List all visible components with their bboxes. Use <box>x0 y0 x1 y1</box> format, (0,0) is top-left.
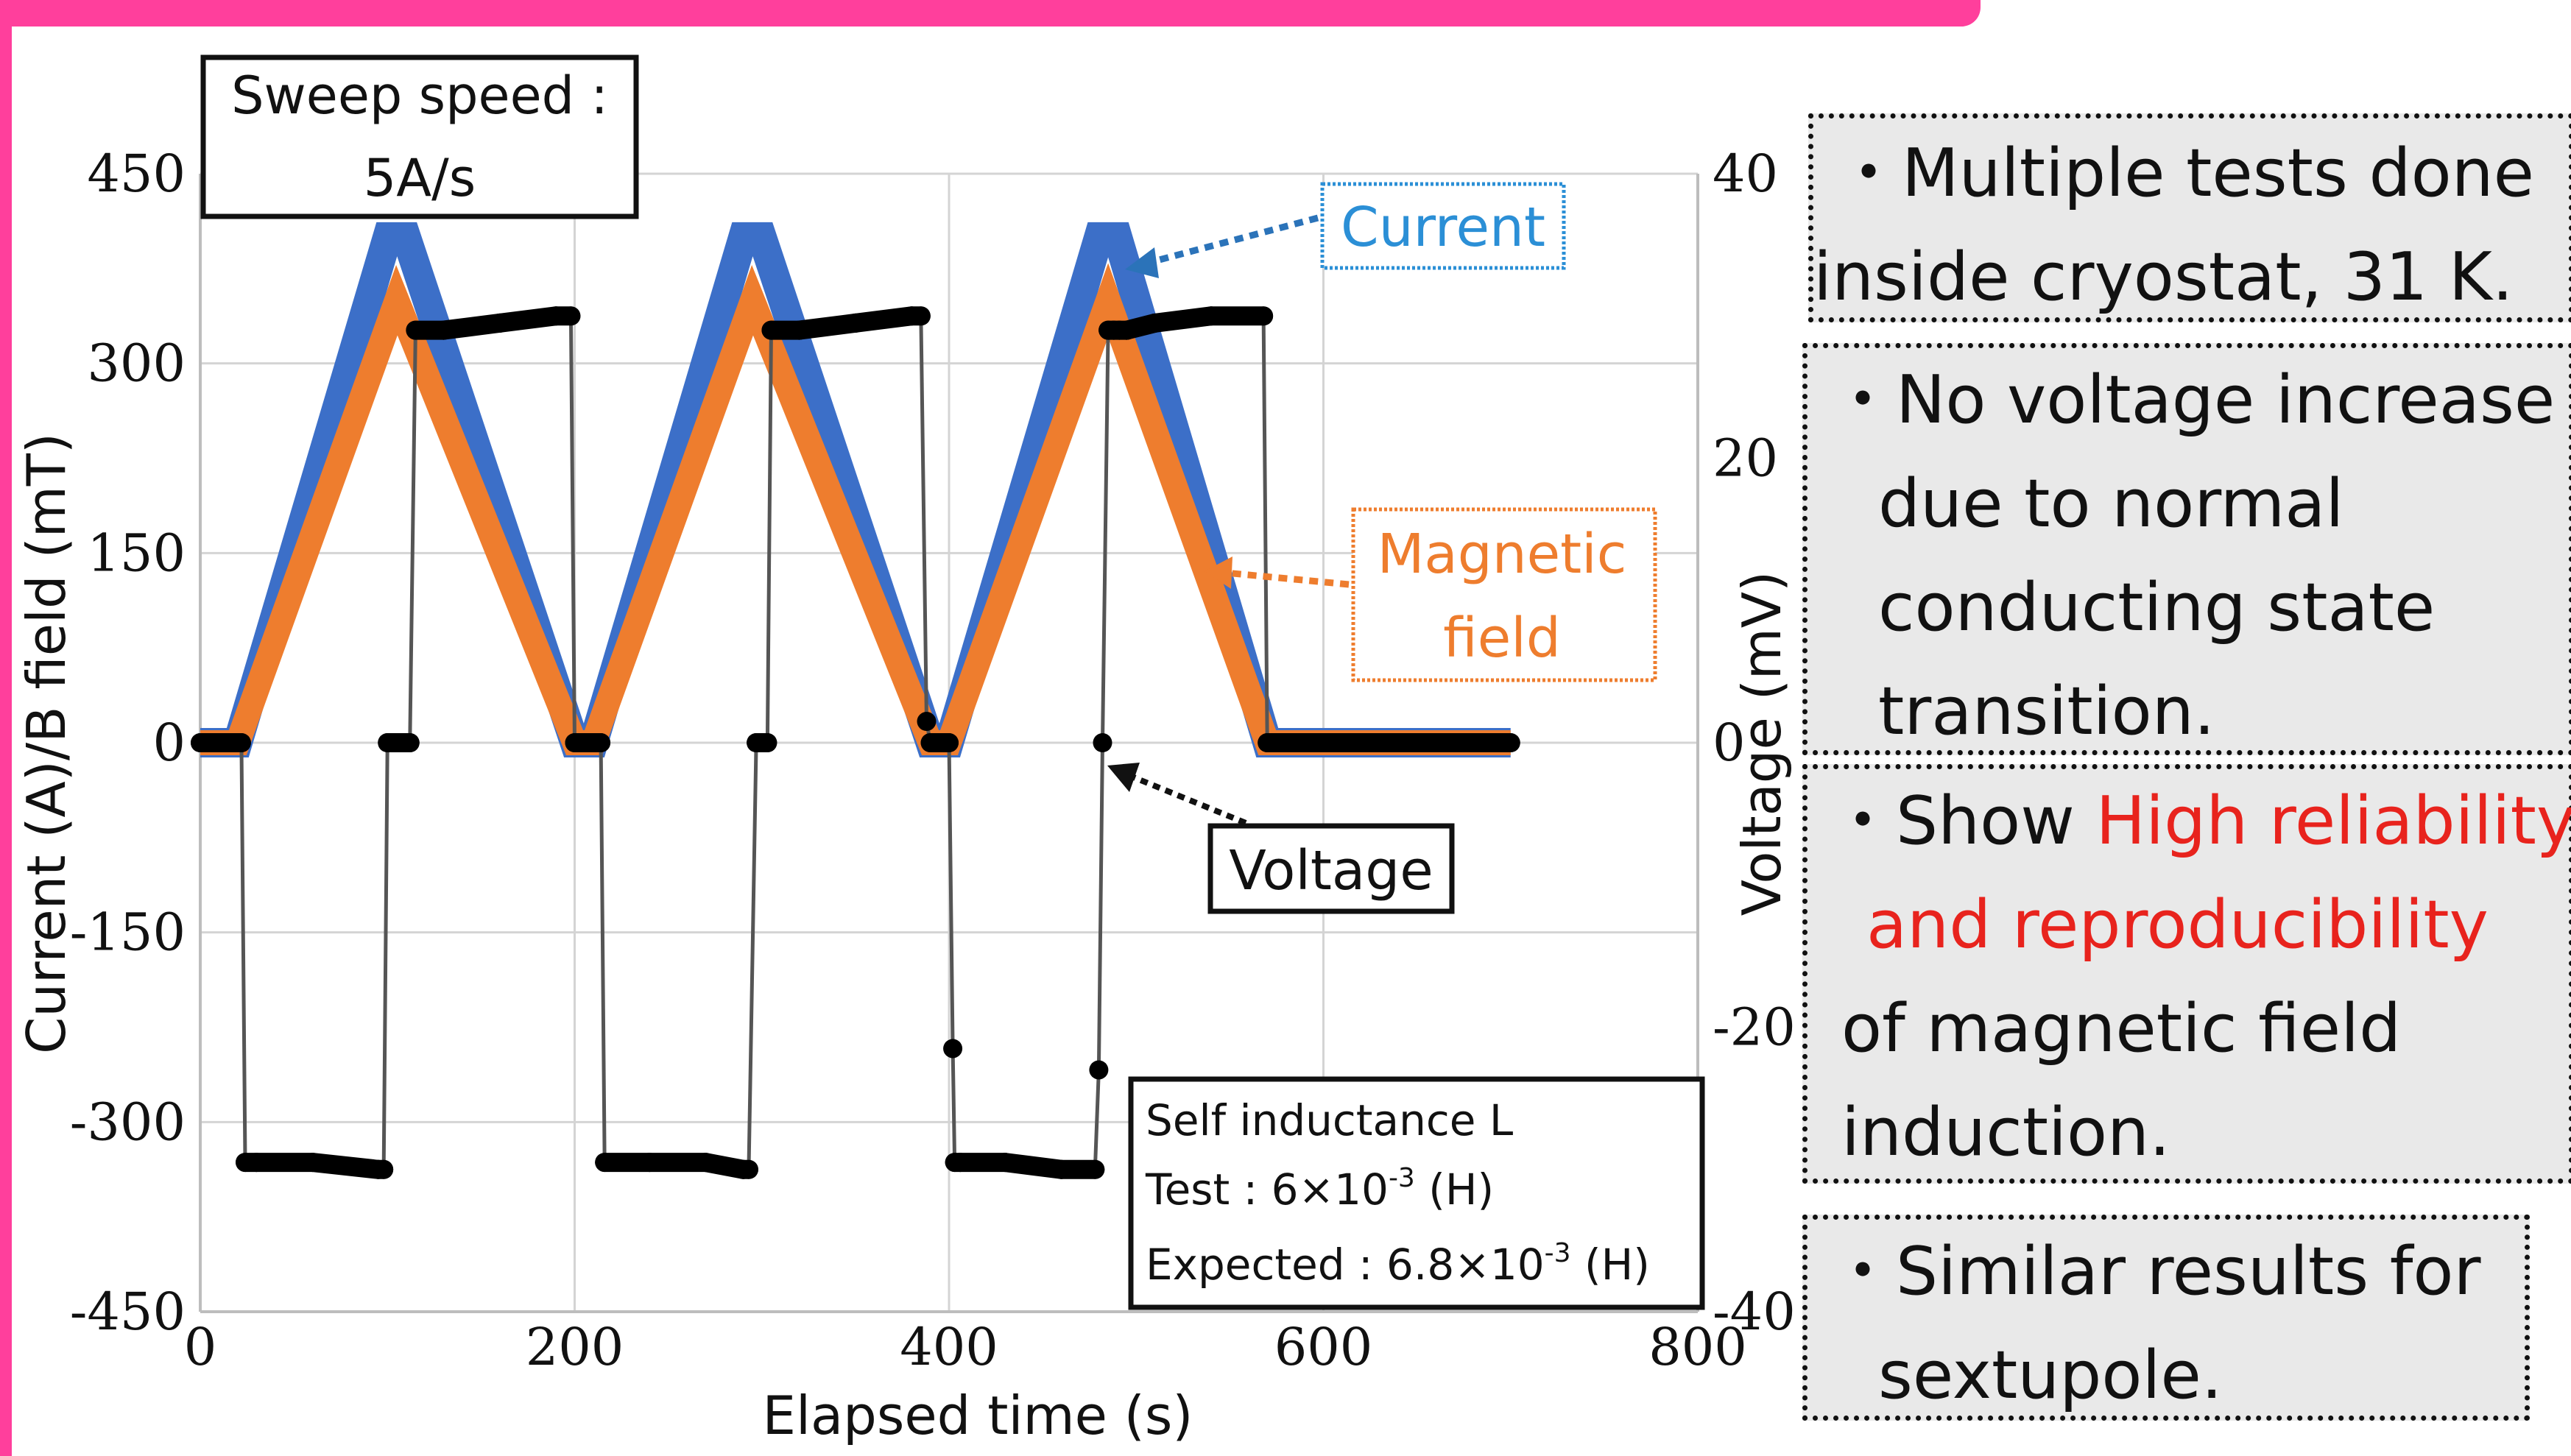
voltage-point <box>1089 1060 1109 1080</box>
y-left-tick-label-3: 0 <box>152 713 186 773</box>
y-left-tick-label-1: 300 <box>87 333 186 394</box>
current-series-line <box>200 222 1511 757</box>
x-tick-label-1: 200 <box>526 1317 624 1377</box>
plot-area <box>191 222 1520 1179</box>
magnetic-field-series-line <box>200 263 1511 755</box>
inductance-box: Self inductance L Test : 6×10-3 (H) Expe… <box>1128 1076 1705 1310</box>
sweep-speed-line2: 5A/s <box>364 148 476 208</box>
x-tick-label-2: 400 <box>900 1317 998 1377</box>
x-tick-label-3: 600 <box>1274 1317 1373 1377</box>
callout-voltage: Voltage <box>1107 763 1455 914</box>
note3-highlight-1: High reliability <box>2095 782 2571 860</box>
note-no-voltage-increase: ・No voltage increase due to normal condu… <box>1802 343 2571 755</box>
note2-line1: ・No voltage increase <box>1830 361 2556 439</box>
inductance-title: Self inductance L <box>1146 1095 1513 1145</box>
y-right-tick-label-3: -20 <box>1713 997 1796 1058</box>
y-axis-right-label: Voltage (mV) <box>1731 571 1793 916</box>
callout-current-label: Current <box>1341 196 1545 259</box>
note1-line1: ・Multiple tests done <box>1835 135 2535 212</box>
chart-svg: 0 200 400 600 8004503001500-150-300-45040200… <box>15 54 1796 1446</box>
y-left-tick-label-0: 450 <box>87 144 186 204</box>
y-right-tick-label-1: 20 <box>1713 428 1778 489</box>
inductance-expected: Expected : 6.8×10-3 (H) <box>1146 1238 1650 1290</box>
note-sextupole: ・Similar results for sextupole. <box>1802 1215 2530 1421</box>
note2-line3: conducting state <box>1878 569 2436 646</box>
sweep-speed-box: Sweep speed : 5A/s <box>200 54 639 219</box>
y-right-tick-label-2: 0 <box>1713 713 1746 773</box>
callout-voltage-label: Voltage <box>1229 839 1433 902</box>
sweep-speed-line1: Sweep speed : <box>231 66 608 126</box>
note2-line2: due to normal <box>1878 465 2344 543</box>
note1-line2: inside cryostat, 31 K. <box>1813 238 2514 316</box>
tick-labels: 0 200 400 600 8004503001500-150-300-45040200… <box>70 144 1796 1377</box>
callout-current: Current <box>1125 182 1566 278</box>
left-border <box>0 0 12 1456</box>
y-right-tick-label-0: 40 <box>1713 144 1778 204</box>
x-axis-label: Elapsed time (s) <box>763 1385 1193 1446</box>
note3-line3: of magnetic field <box>1841 990 2402 1067</box>
voltage-point <box>1093 733 1112 752</box>
top-banner <box>0 0 1981 26</box>
x-tick-label-0: 0 <box>184 1317 217 1377</box>
note3-highlight-2: and reproducibility <box>1866 886 2489 964</box>
y-left-tick-label-5: -300 <box>70 1092 186 1152</box>
y-left-tick-label-6: -450 <box>70 1282 186 1342</box>
y-right-tick-label-4: -40 <box>1713 1282 1796 1342</box>
voltage-segment <box>303 1153 388 1179</box>
inductance-test: Test : 6×10-3 (H) <box>1145 1163 1494 1215</box>
y-axis-left-label: Current (A)/B field (mT) <box>15 433 77 1054</box>
callout-field-label: Magnetic <box>1378 523 1627 586</box>
note4-line2: sextupole. <box>1878 1337 2223 1414</box>
note3-line4: induction. <box>1841 1094 2170 1171</box>
note-multiple-tests: ・Multiple tests done inside cryostat, 31… <box>1808 113 2571 322</box>
note3-line1: ・Show High reliability <box>1808 769 2571 873</box>
note4-line1: ・Similar results for <box>1830 1233 2481 1310</box>
note-reliability: ・Show High reliability and reproducibili… <box>1802 764 2571 1184</box>
y-left-tick-label-4: -150 <box>70 902 186 963</box>
note2-line4: transition. <box>1878 673 2215 750</box>
callout-field-label-2: field <box>1443 607 1561 670</box>
callout-magnetic-field: Magnetic field <box>1205 507 1657 682</box>
x-tick-label-4: 800 <box>1648 1317 1747 1377</box>
voltage-point <box>943 1039 963 1059</box>
y-left-tick-label-2: 150 <box>87 523 186 583</box>
voltage-point <box>917 712 937 732</box>
